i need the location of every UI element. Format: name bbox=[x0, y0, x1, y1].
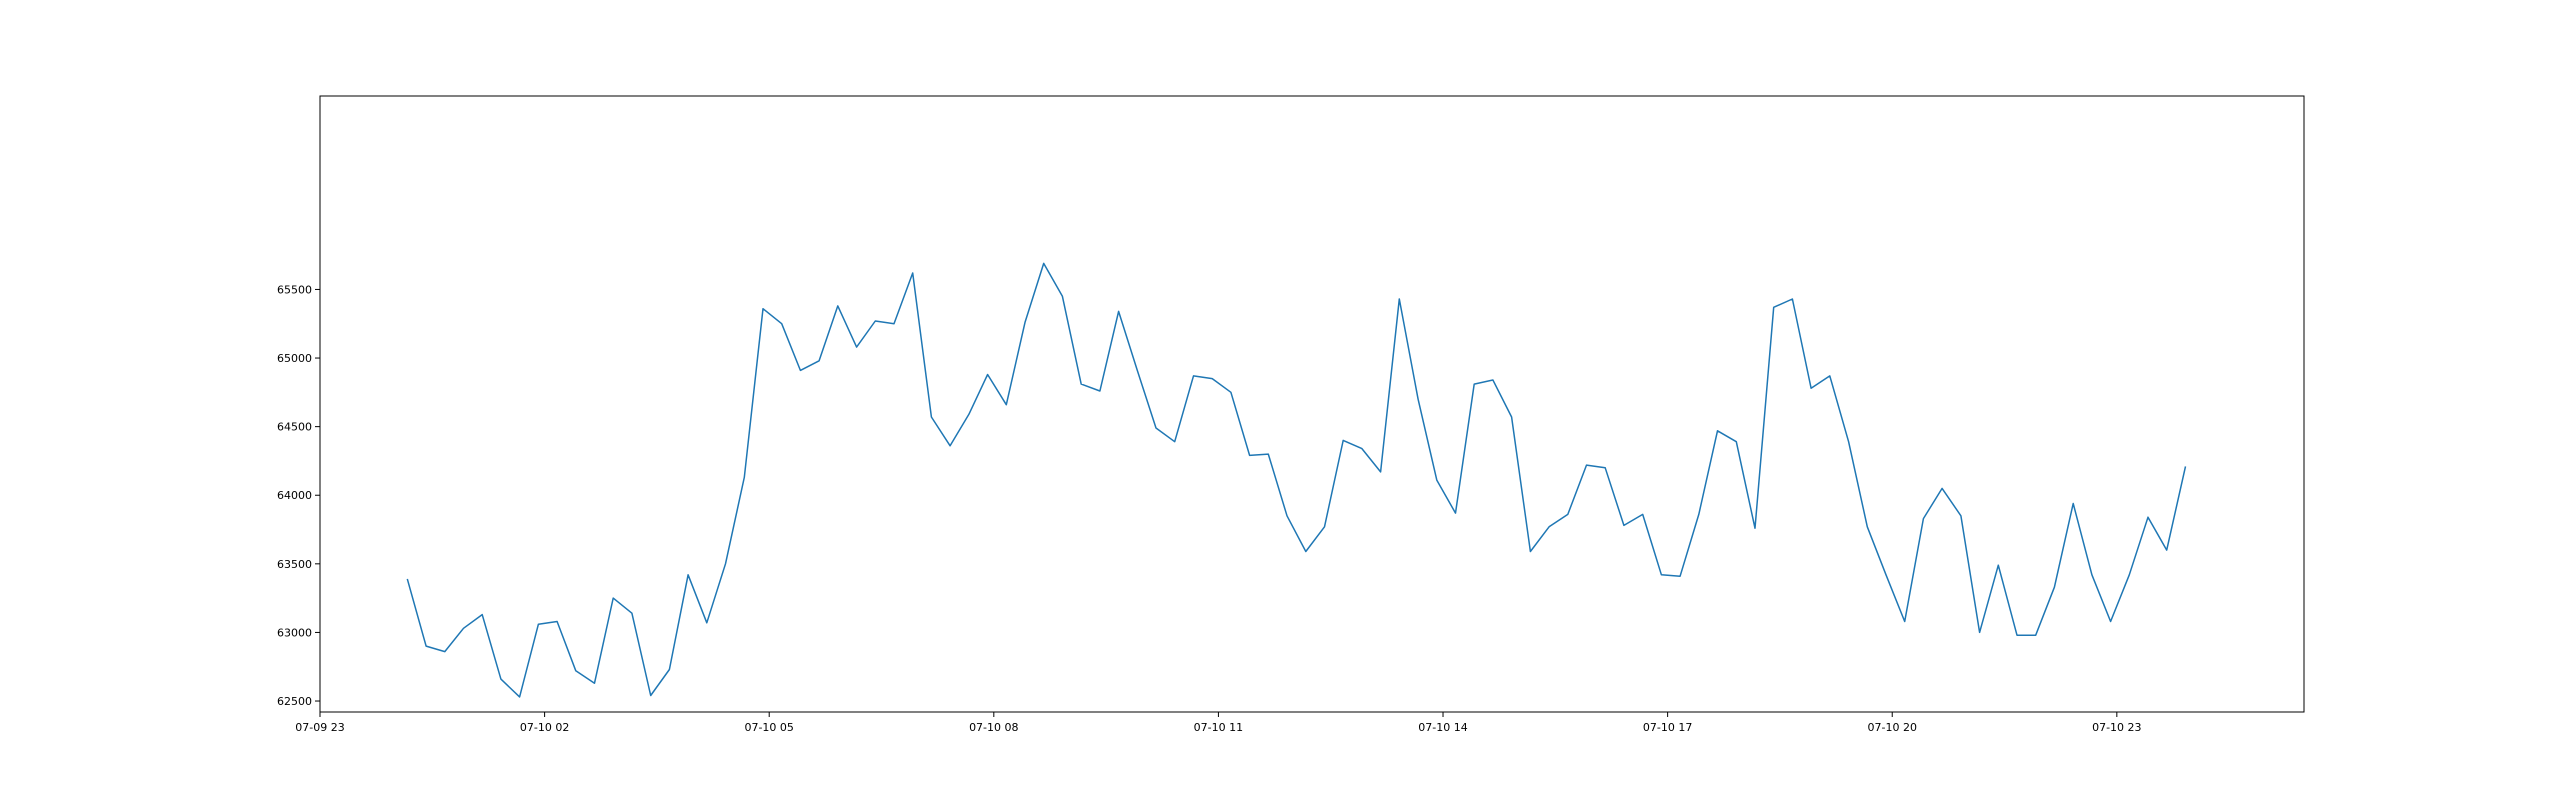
x-tick-label: 07-10 20 bbox=[1867, 721, 1916, 734]
y-tick-label: 65500 bbox=[277, 283, 312, 296]
plot-area bbox=[319, 95, 2305, 713]
y-tick-label: 63000 bbox=[277, 626, 312, 639]
y-tick-label: 64000 bbox=[277, 489, 312, 502]
y-tick-label: 64500 bbox=[277, 421, 312, 434]
x-tick-label: 07-10 11 bbox=[1194, 721, 1243, 734]
y-tick-label: 65000 bbox=[277, 352, 312, 365]
y-axis: 62500 63000 63500 64000 64500 65000 65500 bbox=[277, 283, 320, 708]
x-tick-label: 07-10 23 bbox=[2092, 721, 2141, 734]
x-tick-label: 07-10 17 bbox=[1643, 721, 1692, 734]
x-tick-label: 07-10 14 bbox=[1418, 721, 1467, 734]
x-tick-label: 07-09 23 bbox=[295, 721, 344, 734]
x-axis: 07-09 23 07-10 02 07-10 05 07-10 08 07-10 11… bbox=[295, 712, 2142, 734]
x-tick-label: 07-10 05 bbox=[744, 721, 793, 734]
x-tick-label: 07-10 08 bbox=[969, 721, 1018, 734]
price-series-line bbox=[406, 262, 2187, 698]
y-tick-label: 62500 bbox=[277, 695, 312, 708]
x-tick-label: 07-10 02 bbox=[520, 721, 569, 734]
y-tick-label: 63500 bbox=[277, 558, 312, 571]
